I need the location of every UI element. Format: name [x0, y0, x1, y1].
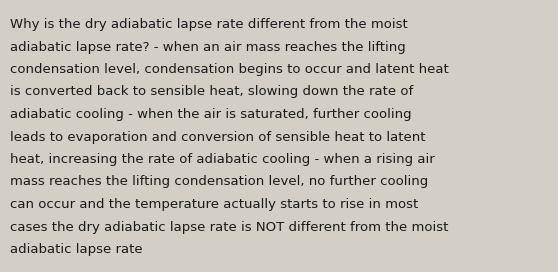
- Text: Why is the dry adiabatic lapse rate different from the moist: Why is the dry adiabatic lapse rate diff…: [10, 18, 408, 31]
- Text: mass reaches the lifting condensation level, no further cooling: mass reaches the lifting condensation le…: [10, 175, 428, 188]
- Text: heat, increasing the rate of adiabatic cooling - when a rising air: heat, increasing the rate of adiabatic c…: [10, 153, 435, 166]
- Text: cases the dry adiabatic lapse rate is NOT different from the moist: cases the dry adiabatic lapse rate is NO…: [10, 221, 449, 233]
- Text: leads to evaporation and conversion of sensible heat to latent: leads to evaporation and conversion of s…: [10, 131, 426, 144]
- Text: adiabatic cooling - when the air is saturated, further cooling: adiabatic cooling - when the air is satu…: [10, 108, 412, 121]
- Text: condensation level, condensation begins to occur and latent heat: condensation level, condensation begins …: [10, 63, 449, 76]
- Text: is converted back to sensible heat, slowing down the rate of: is converted back to sensible heat, slow…: [10, 85, 413, 98]
- Text: adiabatic lapse rate: adiabatic lapse rate: [10, 243, 143, 256]
- Text: can occur and the temperature actually starts to rise in most: can occur and the temperature actually s…: [10, 198, 418, 211]
- Text: adiabatic lapse rate? - when an air mass reaches the lifting: adiabatic lapse rate? - when an air mass…: [10, 41, 406, 54]
